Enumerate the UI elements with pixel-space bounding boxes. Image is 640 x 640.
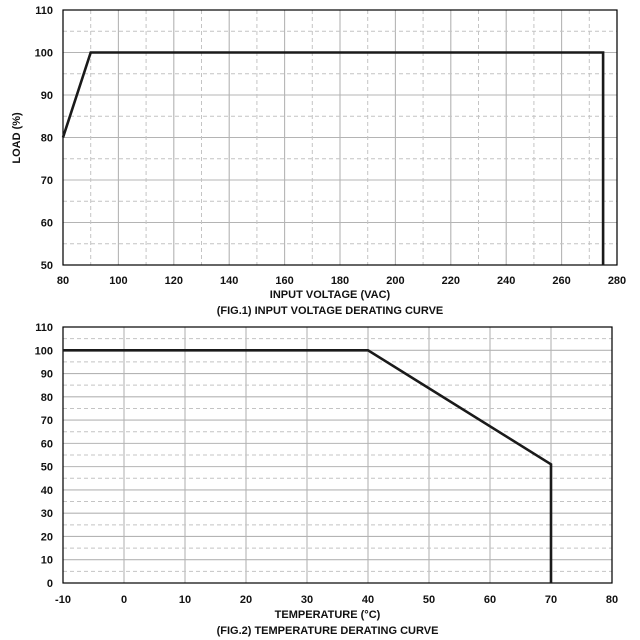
- chart-2-caption: (FIG.2) TEMPERATURE DERATING CURVE: [217, 625, 439, 637]
- y-tick-label: 40: [41, 485, 53, 497]
- chart-2-grid: [62, 326, 613, 584]
- y-tick-label: 50: [41, 260, 53, 272]
- x-tick-label: 120: [165, 275, 183, 287]
- y-tick-label: 30: [41, 508, 53, 520]
- y-tick-label: 70: [41, 175, 53, 187]
- x-tick-label: 100: [109, 275, 127, 287]
- chart-1-tick-labels: 80 100 120 140 160 180 200 220 240 260 280 50 60 70 80…: [35, 5, 627, 287]
- input-voltage-derating-chart: 80 100 120 140 160 180 200 220 240 260 280 50 60 70 80…: [11, 5, 626, 317]
- x-tick-label: 80: [57, 275, 69, 287]
- x-tick-label: 30: [301, 594, 313, 606]
- chart-1-derating-line: [61, 51, 605, 265]
- x-tick-label: -10: [55, 594, 71, 606]
- x-tick-label: 260: [552, 275, 570, 287]
- x-tick-label: 70: [545, 594, 557, 606]
- y-tick-label: 60: [41, 218, 53, 230]
- x-tick-label: 60: [484, 594, 496, 606]
- y-tick-label: 100: [35, 345, 53, 357]
- temperature-derating-chart: -10 0 10 20 30 40 50 60 70 8001020304050607080901…: [35, 322, 618, 637]
- y-tick-label: 100: [35, 48, 53, 60]
- y-tick-label: 60: [41, 438, 53, 450]
- chart-2-tick-labels: -10 0 10 20 30 40 50 60 70 8001020304050607080901…: [35, 322, 618, 606]
- y-tick-label: 80: [41, 392, 53, 404]
- x-tick-label: 240: [497, 275, 515, 287]
- y-tick-label: 80: [41, 133, 53, 145]
- x-tick-label: 80: [606, 594, 618, 606]
- x-tick-label: 40: [362, 594, 374, 606]
- y-tick-label: 90: [41, 90, 53, 102]
- x-tick-label: 50: [423, 594, 435, 606]
- chart-1-x-axis-label: INPUT VOLTAGE (VAC): [270, 289, 391, 301]
- y-tick-label: 10: [41, 555, 53, 567]
- y-tick-label: 70: [41, 415, 53, 427]
- x-tick-label: 280: [608, 275, 626, 287]
- chart-1-grid: [62, 9, 618, 266]
- chart-2-plot-frame: [62, 326, 613, 584]
- chart-2-derating-line: [63, 349, 553, 583]
- y-tick-label: 0: [47, 578, 53, 590]
- x-tick-label: 140: [220, 275, 238, 287]
- x-tick-label: 20: [240, 594, 252, 606]
- y-tick-label: 20: [41, 531, 53, 543]
- y-tick-label: 110: [35, 5, 53, 17]
- y-tick-label: 50: [41, 462, 53, 474]
- x-tick-label: 10: [179, 594, 191, 606]
- chart-1-y-axis-label: LOAD (%): [11, 112, 23, 164]
- y-tick-label: 110: [35, 322, 53, 334]
- x-tick-label: 0: [121, 594, 127, 606]
- x-tick-label: 180: [331, 275, 349, 287]
- chart-2-x-axis-label: TEMPERATURE (°C): [275, 609, 381, 621]
- x-tick-label: 220: [442, 275, 460, 287]
- chart-1-caption: (FIG.1) INPUT VOLTAGE DERATING CURVE: [217, 305, 444, 317]
- y-tick-label: 90: [41, 369, 53, 381]
- x-tick-label: 160: [275, 275, 293, 287]
- x-tick-label: 200: [386, 275, 404, 287]
